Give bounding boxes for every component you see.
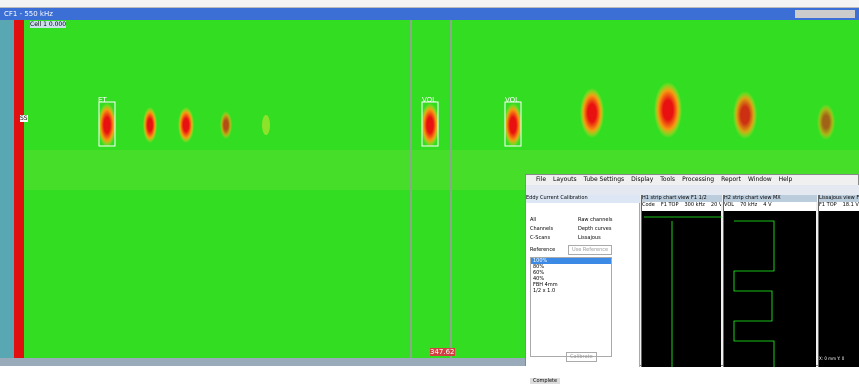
blob [504, 103, 522, 147]
menu-item[interactable]: Window [748, 175, 772, 185]
indication-label: VOL [422, 96, 436, 104]
panel: Eddy Current Calibration All Raw channels… [526, 195, 640, 367]
blob [220, 111, 232, 139]
strip-title: Lissajous view F1 12 [819, 195, 859, 202]
app-window: File Layouts Tube Settings Display Tools Proc… [525, 174, 859, 366]
top-bar [0, 0, 859, 8]
menu-item[interactable]: Report [721, 175, 741, 185]
tab[interactable]: Complete [530, 378, 560, 384]
strip-chart: Lissajous view F1 12F1 TOP 18.1 Vpp X: 0 m… [818, 195, 859, 367]
strip-header-cell: 20 V [711, 202, 721, 211]
strip-title: H2 strip chart view MX [724, 195, 817, 202]
strip-header-cell: VOL [724, 202, 734, 211]
menu-item[interactable]: Help [779, 175, 793, 185]
blob [421, 103, 439, 147]
menu-bar: File Layouts Tube Settings Display Tools Proc… [526, 175, 859, 185]
radio-option[interactable]: All [530, 217, 536, 223]
radio-option[interactable]: Depth curves [578, 226, 611, 232]
trace-line [734, 221, 774, 367]
strip-header: F1 TOP 18.1 Vpp [819, 202, 859, 211]
menu-item[interactable]: Layouts [553, 175, 577, 185]
trace-line [644, 217, 722, 367]
menu-item[interactable]: Tube Settings [584, 175, 625, 185]
blob [262, 115, 270, 135]
blob [654, 82, 682, 138]
strip-header-cell: F1 TOP [819, 202, 837, 211]
radio-option[interactable]: Raw channels [578, 217, 613, 223]
title-bar: CF1 - 550 kHz [0, 8, 859, 20]
strip-header-cell: 4 V [763, 202, 771, 211]
readout: 347.62 [430, 348, 455, 356]
window-title: CF1 - 550 kHz [4, 10, 53, 18]
indication-label: VOL [505, 96, 519, 104]
status: X: 0 mm Y: 0 [819, 356, 844, 361]
trace [724, 211, 817, 367]
strip-header-cell: 300 kHz [684, 202, 704, 211]
menu-item[interactable]: Display [631, 175, 653, 185]
strip-header-cell: Code [642, 202, 655, 211]
screen: CF1 - 550 kHz Cell 1 0.000 SS ET VOL VOL… [0, 0, 859, 366]
panel-title: Eddy Current Calibration [526, 195, 640, 203]
strip-header-cell: 70 kHz [740, 202, 757, 211]
blob [98, 103, 116, 147]
trace [642, 211, 722, 367]
blob [143, 107, 157, 143]
menu-item[interactable]: Processing [682, 175, 714, 185]
blob [733, 91, 757, 139]
menu-item[interactable]: File [536, 175, 546, 185]
strip-header-cell: F1 TOP [661, 202, 679, 211]
blob [817, 104, 835, 140]
strip-header: VOL 70 kHz 4 V [724, 202, 816, 211]
radio-option[interactable]: C-Scans [530, 235, 550, 241]
indication-label: ET [98, 96, 107, 104]
list-item[interactable]: 1/2 x 1.0 [531, 288, 611, 294]
toolbar [526, 185, 859, 195]
button[interactable]: Use Reference [568, 245, 612, 255]
radio-option[interactable]: Channels [530, 226, 553, 232]
strip-header: Code F1 TOP 300 kHz 20 V [642, 202, 721, 211]
strip-header-cell: 18.1 Vpp [843, 202, 859, 211]
blob [178, 107, 194, 143]
button[interactable]: Calibrate [566, 352, 597, 362]
blob [580, 88, 604, 138]
strip-title: H1 strip chart view F1 1/2 [642, 195, 722, 202]
window-buttons[interactable] [795, 10, 855, 18]
menu-item[interactable]: Tools [660, 175, 675, 185]
label: Reference [530, 247, 555, 253]
radio-option[interactable]: Lissajous [578, 235, 601, 241]
